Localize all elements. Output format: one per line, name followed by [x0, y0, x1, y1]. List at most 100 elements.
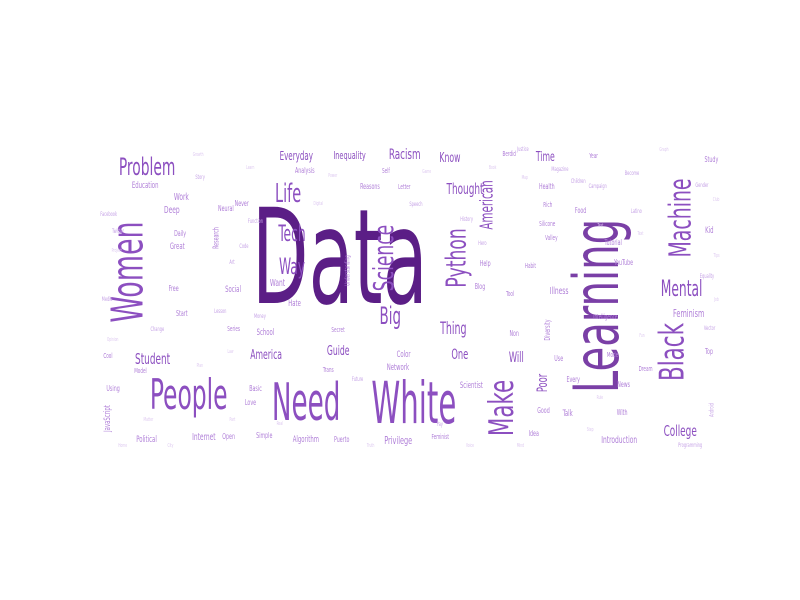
word-one: One — [451, 347, 469, 363]
word-every: Every — [566, 375, 580, 384]
word-javascript: JavaScript — [102, 404, 113, 432]
word-basic: Basic — [248, 384, 262, 393]
word-puerto: Puerto — [333, 435, 349, 444]
word-text: Text — [637, 230, 643, 237]
word-graph: Graph — [659, 146, 669, 153]
word-open: Open — [221, 432, 235, 441]
word-twitter: Twitter — [112, 228, 124, 235]
word-people: People — [149, 370, 228, 419]
word-neural: Neural — [218, 204, 234, 213]
word-machine: Machine — [663, 178, 698, 258]
word-opinion: Opinion — [106, 336, 118, 343]
word-education: Education — [131, 180, 159, 191]
word-science: Science — [366, 224, 400, 292]
word-map: Map — [521, 174, 528, 181]
word-feminist: Feminist — [431, 432, 449, 441]
word-idea: Idea — [528, 429, 539, 438]
word-study: Study — [704, 155, 718, 164]
word-club: Club — [712, 196, 720, 203]
word-vector: Vector — [703, 325, 715, 332]
word-series: Series — [226, 324, 240, 333]
word-life: Life — [275, 179, 302, 209]
word-daily: Daily — [174, 229, 187, 238]
word-lesson: Lesson — [213, 308, 226, 315]
word-tutorial: Tutorial — [604, 238, 622, 247]
word-tool: Tool — [506, 289, 515, 298]
word-understanding: Understanding — [343, 254, 352, 286]
word-with: With — [616, 408, 628, 417]
word-matter: Matter — [143, 416, 153, 423]
word-america: America — [250, 347, 283, 363]
word-growth: Growth — [192, 151, 204, 158]
word-python: Python — [439, 228, 473, 288]
word-story: Story — [195, 174, 205, 181]
word-magazine: Magazine — [551, 166, 569, 173]
word-letter: Letter — [397, 182, 410, 191]
word-children: Children — [570, 178, 586, 185]
word-poor: Poor — [534, 373, 551, 393]
word-test: Test — [596, 222, 603, 229]
word-guide: Guide — [326, 343, 350, 359]
word-black: Black — [651, 323, 692, 381]
word-become: Become — [624, 170, 640, 177]
word-plan: Plan — [196, 362, 203, 369]
word-school: School — [256, 327, 274, 338]
word-analysis: Analysis — [295, 166, 315, 175]
word-berdid: Berdid — [502, 149, 516, 158]
word-color: Color — [396, 349, 411, 360]
word-gender: Gender — [695, 182, 709, 189]
word-diversity: Diversity — [543, 319, 553, 341]
word-fun: Fun — [639, 332, 645, 339]
word-make: Make — [482, 379, 523, 437]
word-good: Good — [536, 406, 550, 415]
word-power: Power — [328, 172, 338, 179]
word-rule: Rule — [596, 394, 604, 401]
word-speech: Speech — [409, 201, 423, 208]
word-art: Art — [229, 259, 235, 266]
word-never: Never — [234, 199, 249, 208]
word-mode: Mode — [606, 350, 618, 359]
word-time: Time — [535, 149, 555, 165]
word-need: Need — [271, 373, 341, 433]
word-network: Network — [386, 362, 410, 373]
word-voice: Voice — [466, 442, 474, 449]
word-deep: Deep — [164, 205, 180, 216]
word-function: Function — [247, 218, 263, 225]
word-step: Step — [586, 426, 594, 433]
word-introduction: Introduction — [601, 435, 638, 446]
word-feminism: Feminism — [672, 306, 704, 320]
word-start: Start — [175, 309, 188, 318]
word-want: Want — [269, 278, 285, 289]
word-programming: Programming — [678, 442, 703, 449]
word-youtube: YouTube — [613, 258, 633, 267]
word-trans: Trans — [322, 365, 334, 374]
word-dream: Dream — [638, 364, 653, 373]
word-privilege: Privilege — [384, 433, 413, 447]
word-game: Game — [421, 168, 431, 175]
word-use: Use — [553, 354, 563, 363]
word-law: Law — [227, 348, 233, 355]
word-women: Women — [101, 221, 153, 323]
word-research: Research — [210, 227, 220, 249]
word-racism: Racism — [388, 147, 421, 163]
word-love: Love — [244, 398, 256, 407]
word-habit: Habit — [524, 261, 536, 270]
word-hate: Hate — [287, 298, 301, 309]
word-internet: Internet — [192, 432, 216, 443]
word-equality: Equality — [699, 273, 715, 280]
word-food: Food — [574, 206, 586, 215]
word-everyday: Everyday — [279, 149, 313, 163]
word-scientist: Scientist — [459, 380, 483, 391]
word-justice: Justice — [517, 146, 529, 153]
word-free: Free — [168, 284, 179, 293]
word-model: Model — [133, 366, 147, 375]
word-thing: Thing — [439, 318, 467, 339]
word-book: Book — [488, 164, 496, 171]
word-student: Student — [134, 349, 170, 368]
word-intelligence: Intelligence — [592, 312, 617, 321]
word-reasons: Reasons — [360, 182, 380, 191]
word-thought: Thought — [446, 179, 484, 198]
word-white: White — [371, 369, 457, 437]
word-campaign: Campaign — [588, 183, 607, 190]
word-mind: Mind — [516, 442, 524, 449]
